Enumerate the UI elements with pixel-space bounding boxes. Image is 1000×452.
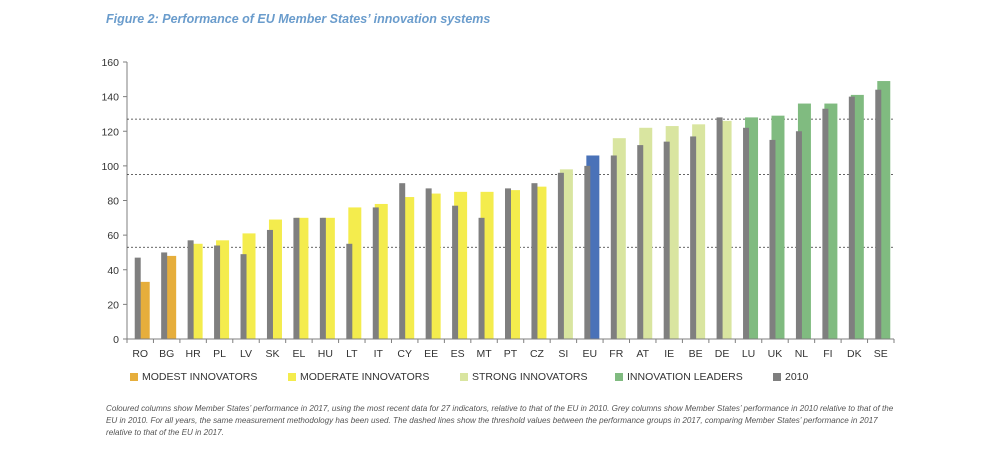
x-tick-label-eu: EU xyxy=(583,348,598,360)
bar-2010-cy xyxy=(399,183,406,339)
x-tick-label-es: ES xyxy=(451,348,465,360)
x-tick-label-mt: MT xyxy=(476,348,492,360)
bar-2010-dk xyxy=(848,96,855,339)
bar-2010-fr xyxy=(610,155,617,339)
bar-2010-de xyxy=(716,117,723,340)
chart-title: Figure 2: Performance of EU Member State… xyxy=(106,12,491,26)
bar-2010-fi xyxy=(822,108,829,340)
x-tick-label-pl: PL xyxy=(213,348,226,360)
legend-item-strong-innovators: STRONG INNOVATORS xyxy=(460,371,588,383)
bar-2010-be xyxy=(690,136,697,339)
bar-2010-lv xyxy=(240,254,247,339)
bar-2010-pl xyxy=(214,245,221,339)
x-tick-label-si: SI xyxy=(558,348,568,360)
bar-2010-el xyxy=(293,217,300,339)
bar-2010-sk xyxy=(266,229,273,339)
bar-2010-ee xyxy=(425,188,432,339)
x-axis: RO BG HR PL LV SK EL HU LT IT CY EE ES MT PT CZ SI EU FR AT… xyxy=(126,338,895,360)
y-tick-label: 40 xyxy=(107,265,119,277)
x-tick-label-pt: PT xyxy=(504,348,518,360)
bar-chart: 0 20 40 60 80 100 120 140 160 RO BG HR PL LV SK EL HU LT… xyxy=(101,57,895,360)
x-tick-label-el: EL xyxy=(292,348,305,360)
x-tick-label-de: DE xyxy=(715,348,730,360)
bar-2010-lu xyxy=(743,127,750,339)
y-axis: 0 20 40 60 80 100 120 140 160 xyxy=(101,57,128,346)
bar-2010-uk xyxy=(769,139,776,339)
y-tick-label: 120 xyxy=(101,126,119,138)
legend-label: MODEST INNOVATORS xyxy=(142,371,258,383)
legend-item-2010: 2010 xyxy=(773,371,808,383)
bar-2010-lt xyxy=(346,243,353,339)
legend-item-innovation-leaders: INNOVATION LEADERS xyxy=(615,371,743,383)
x-tick-label-ie: IE xyxy=(664,348,674,360)
x-tick-label-fi: FI xyxy=(823,348,832,360)
bar-2010-eu xyxy=(584,165,591,339)
bar-2010-si xyxy=(557,172,564,339)
x-tick-label-hr: HR xyxy=(186,348,202,360)
x-tick-label-lv: LV xyxy=(240,348,252,360)
y-tick-label: 140 xyxy=(101,92,119,104)
bar-2010-nl xyxy=(795,131,802,339)
y-tick-label: 160 xyxy=(101,57,119,69)
x-tick-label-it: IT xyxy=(374,348,384,360)
legend-label: STRONG INNOVATORS xyxy=(472,371,588,383)
bar-2010-at xyxy=(637,145,644,339)
bar-2010-pt xyxy=(505,188,511,339)
legend-label: MODERATE INNOVATORS xyxy=(300,371,430,383)
x-tick-label-hu: HU xyxy=(318,348,333,360)
legend-swatch xyxy=(288,373,296,381)
bar-2010-it xyxy=(372,207,379,339)
x-tick-label-be: BE xyxy=(689,348,703,360)
bar-2010-ie xyxy=(663,141,670,339)
legend-swatch xyxy=(460,373,468,381)
x-tick-label-dk: DK xyxy=(847,348,862,360)
y-tick-label: 0 xyxy=(113,334,119,346)
bar-2010-mt xyxy=(478,217,485,339)
bar-2010-es xyxy=(452,205,459,339)
x-tick-label-fr: FR xyxy=(609,348,623,360)
x-tick-label-at: AT xyxy=(636,348,649,360)
x-tick-label-ee: EE xyxy=(424,348,438,360)
x-tick-label-sk: SK xyxy=(265,348,279,360)
x-tick-label-ro: RO xyxy=(132,348,148,360)
bar-2010-hu xyxy=(319,217,326,339)
x-tick-label-lt: LT xyxy=(346,348,358,360)
bar-2010-bg xyxy=(161,252,168,339)
legend-item-modest-innovators: MODEST INNOVATORS xyxy=(130,371,257,383)
x-tick-label-se: SE xyxy=(874,348,888,360)
x-tick-label-nl: NL xyxy=(795,348,809,360)
x-tick-label-cy: CY xyxy=(397,348,412,360)
x-tick-label-lu: LU xyxy=(742,348,755,360)
bar-2010-hr xyxy=(187,240,194,339)
legend-swatch xyxy=(130,373,138,381)
legend-label: 2010 xyxy=(785,371,809,383)
legend-item-moderate-innovators: MODERATE INNOVATORS xyxy=(288,371,429,383)
figure-note: Coloured columns show Member States’ per… xyxy=(106,404,894,437)
bar-2010-se xyxy=(875,89,882,339)
legend-swatch xyxy=(773,373,781,381)
x-tick-label-bg: BG xyxy=(159,348,174,360)
legend-swatch xyxy=(615,373,623,381)
bar-2010-ro xyxy=(134,257,141,339)
x-tick-label-uk: UK xyxy=(768,348,783,360)
y-tick-label: 80 xyxy=(107,196,119,208)
y-tick-label: 60 xyxy=(107,230,119,242)
x-tick-label-cz: CZ xyxy=(530,348,545,360)
y-tick-label: 100 xyxy=(101,161,119,173)
bar-2010-cz xyxy=(531,183,538,339)
y-tick-label: 20 xyxy=(107,299,119,311)
legend-label: INNOVATION LEADERS xyxy=(627,371,743,383)
bars xyxy=(134,81,891,340)
